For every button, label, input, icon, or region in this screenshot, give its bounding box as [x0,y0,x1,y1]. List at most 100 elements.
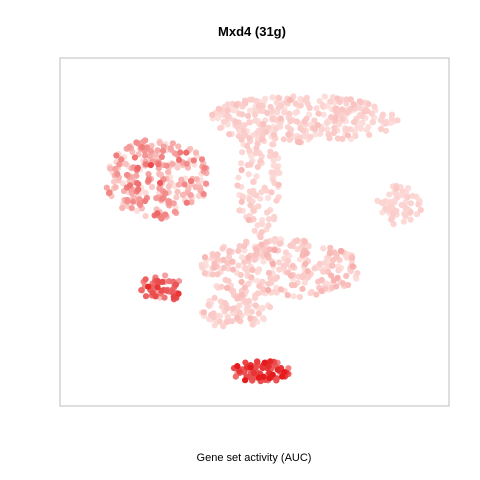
data-point [266,304,274,311]
data-point [335,267,342,274]
data-point [226,248,233,255]
data-point [137,201,144,208]
data-point [244,142,251,149]
data-point [287,118,294,125]
data-point [192,184,199,191]
data-point [228,318,235,325]
data-point [308,288,315,296]
data-point [159,195,166,202]
data-point [305,273,312,280]
data-point [339,280,346,287]
data-point [328,272,335,279]
data-point [245,112,252,120]
data-point [282,249,290,256]
data-point [255,266,263,273]
data-point [365,101,372,108]
data-point [234,363,241,370]
data-point [291,282,298,289]
data-point [273,377,280,384]
data-point [220,323,227,330]
data-point [158,215,165,222]
data-point [265,269,273,277]
data-point [119,180,126,187]
data-point [297,102,304,109]
data-point [258,221,266,228]
data-point [268,189,275,196]
data-point [271,288,278,295]
data-point [252,302,259,309]
data-point [333,109,340,117]
data-point [359,119,366,126]
data-point [258,229,265,236]
data-point [142,197,149,205]
data-point [187,177,195,185]
data-point [343,126,350,133]
data-point [131,154,138,161]
data-point [262,95,269,102]
data-point [271,131,278,138]
data-point [249,266,256,273]
plot-frame [59,57,450,407]
data-point [214,271,221,278]
data-point [142,137,149,144]
data-point [339,135,346,142]
data-point [245,216,252,224]
data-point [173,194,180,201]
data-point [138,144,145,151]
data-point [142,161,150,168]
data-point [253,173,260,180]
data-point [326,135,333,142]
data-point [246,135,253,142]
data-point [379,111,387,118]
data-point [143,144,150,151]
data-point [294,246,301,253]
data-point [286,136,293,143]
data-point [134,164,141,171]
data-point [343,272,350,280]
data-point [294,108,301,115]
data-point [301,118,308,125]
data-point [229,305,236,312]
data-point [393,194,401,201]
data-point [274,165,281,172]
data-point [238,160,245,167]
data-point [297,125,304,132]
data-point [145,177,152,184]
data-point [220,118,228,125]
data-point [402,198,409,205]
data-point [257,234,264,241]
data-point [363,126,371,133]
data-point [252,295,259,302]
data-point [205,301,212,308]
data-point [318,287,325,295]
data-point [219,245,226,252]
data-point [390,210,397,217]
data-point [276,259,283,266]
data-point [113,152,120,159]
data-point [178,176,185,183]
data-point [273,197,280,204]
data-point [273,274,281,281]
data-point [358,113,366,120]
data-point [152,293,159,300]
data-point [214,256,221,263]
data-point [224,313,231,321]
data-point [296,293,303,301]
data-point [350,101,357,108]
data-point [156,170,163,178]
data-point [183,199,190,206]
data-point [241,284,248,291]
data-point [162,190,169,197]
data-point [259,121,267,128]
data-point [327,244,334,251]
data-point [242,99,249,106]
data-point [238,166,245,174]
data-point [334,135,341,142]
data-point [252,117,259,124]
data-point [254,290,261,297]
data-point [234,295,241,302]
data-point [154,284,161,291]
data-point [209,271,216,278]
data-point [170,293,177,300]
